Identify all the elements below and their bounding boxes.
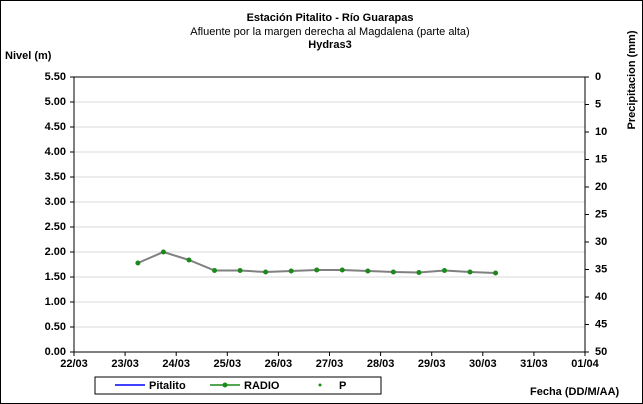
data-point bbox=[212, 268, 218, 273]
x-tick-label: 23/03 bbox=[111, 358, 139, 370]
legend-label: P bbox=[339, 380, 346, 392]
legend-marker bbox=[222, 382, 228, 388]
data-point bbox=[416, 270, 422, 275]
y2-tick-label: 20 bbox=[595, 181, 607, 193]
y-tick-label: 0.50 bbox=[45, 321, 66, 333]
data-point bbox=[390, 269, 396, 275]
x-tick-label: 31/03 bbox=[520, 358, 548, 370]
legend-label: Pitalito bbox=[149, 380, 186, 392]
data-point bbox=[288, 268, 294, 274]
x-tick-label: 29/03 bbox=[418, 358, 446, 370]
x-tick-label: 28/03 bbox=[367, 358, 395, 370]
data-point bbox=[186, 257, 192, 263]
y2-tick-label: 0 bbox=[595, 71, 601, 83]
data-point bbox=[237, 268, 243, 273]
y2-tick-label: 50 bbox=[595, 346, 607, 358]
x-axis-label: Fecha (DD/M/AA) bbox=[530, 386, 620, 398]
data-point bbox=[365, 268, 371, 274]
y-tick-label: 5.00 bbox=[45, 96, 66, 108]
data-point bbox=[314, 267, 320, 273]
data-point bbox=[339, 267, 345, 273]
y2-tick-label: 5 bbox=[595, 98, 601, 110]
y2-tick-label: 40 bbox=[595, 291, 607, 303]
y-tick-label: 1.50 bbox=[45, 271, 66, 283]
x-tick-label: 25/03 bbox=[214, 358, 242, 370]
y-tick-label: 1.00 bbox=[45, 296, 66, 308]
x-tick-label: 30/03 bbox=[469, 358, 497, 370]
y2-tick-label: 45 bbox=[595, 318, 607, 330]
x-tick-label: 01/04 bbox=[571, 358, 599, 370]
y-tick-label: 5.50 bbox=[45, 71, 66, 83]
y-tick-label: 4.00 bbox=[45, 146, 66, 158]
y-tick-label: 3.50 bbox=[45, 171, 66, 183]
y-tick-label: 0.00 bbox=[45, 346, 66, 358]
y-tick-label: 4.50 bbox=[45, 121, 66, 133]
x-tick-label: 27/03 bbox=[316, 358, 344, 370]
y-tick-label: 3.00 bbox=[45, 196, 66, 208]
plot-area bbox=[73, 76, 586, 353]
data-point bbox=[441, 268, 447, 273]
y2-tick-label: 30 bbox=[595, 236, 607, 248]
data-point bbox=[493, 270, 499, 276]
y2-tick-label: 25 bbox=[595, 208, 607, 220]
data-point bbox=[135, 260, 141, 266]
data-point bbox=[467, 269, 473, 275]
y2-axis-label: Precipitacion (mm) bbox=[626, 30, 638, 129]
x-tick-label: 22/03 bbox=[60, 358, 88, 370]
x-tick-label: 26/03 bbox=[265, 358, 293, 370]
y-axis-label: Nivel (m) bbox=[5, 50, 52, 62]
y-tick-label: 2.50 bbox=[45, 221, 66, 233]
data-point bbox=[263, 269, 269, 275]
x-tick-label: 24/03 bbox=[162, 358, 190, 370]
y2-tick-label: 10 bbox=[595, 126, 607, 138]
legend-label: RADIO bbox=[244, 380, 280, 392]
y-tick-label: 2.00 bbox=[45, 246, 66, 258]
data-point bbox=[160, 249, 166, 255]
chart-source: Hydras3 bbox=[308, 39, 351, 51]
legend-marker bbox=[318, 383, 322, 387]
y2-tick-label: 35 bbox=[595, 263, 607, 275]
chart-subtitle: Afluente por la margen derecha al Magdal… bbox=[190, 26, 469, 38]
chart-title: Estación Pitalito - Río Guarapas bbox=[247, 12, 414, 24]
y2-tick-label: 15 bbox=[595, 153, 607, 165]
